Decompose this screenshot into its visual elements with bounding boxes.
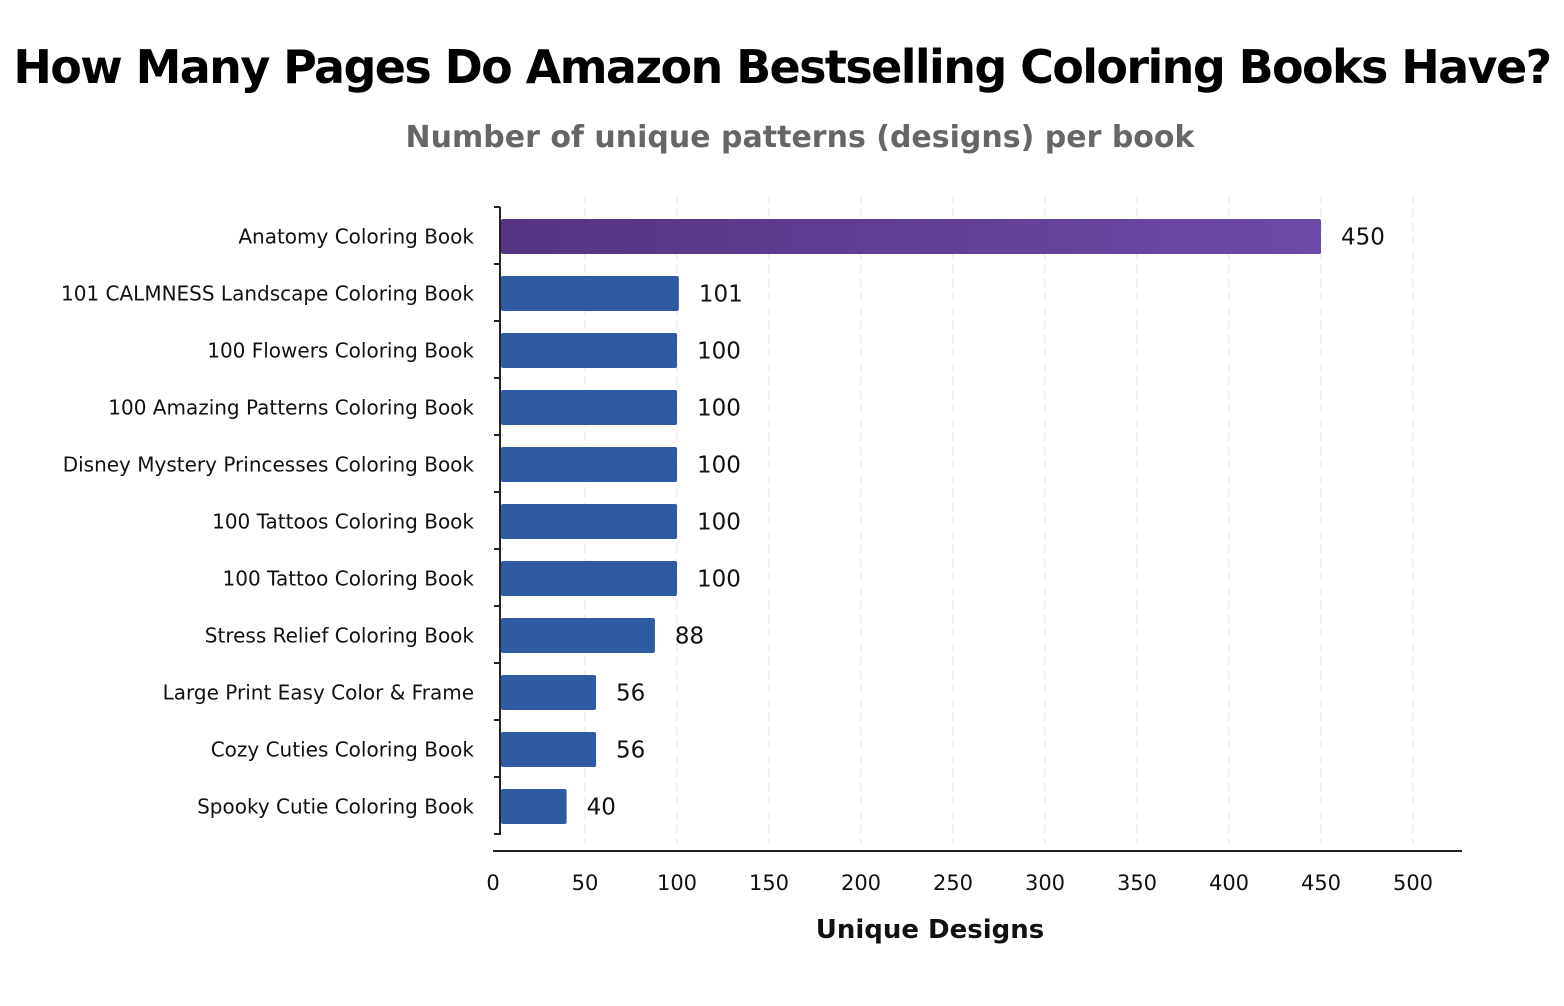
chart-subtitle: Number of unique patterns (designs) per … [405,120,1195,155]
x-tick-label: 500 [1393,871,1433,895]
bar [501,447,677,482]
value-label: 100 [697,510,741,536]
x-tick-label: 200 [841,871,881,895]
bars: Anatomy Coloring Book 450 101 CALMNESS Lan… [61,219,1385,824]
category-label: Cozy Cuties Coloring Book [211,738,475,762]
value-label: 56 [616,738,645,764]
axes: 0 50 100 150 200 250 300 350 400 450 500 [486,206,1462,895]
bar [501,333,677,368]
chart-title: How Many Pages Do Amazon Bestselling Col… [13,40,1552,94]
value-label: 450 [1341,225,1385,251]
bar [501,789,567,824]
x-tick-label: 400 [1209,871,1249,895]
value-label: 100 [697,396,741,422]
x-tick-label: 250 [933,871,973,895]
value-label: 101 [699,282,743,308]
x-tick-label: 0 [486,871,499,895]
x-tick-label: 350 [1117,871,1157,895]
bar [501,732,597,767]
x-tick-label: 150 [749,871,789,895]
value-label: 56 [616,681,645,707]
bar [501,561,677,596]
x-tick-label: 100 [657,871,697,895]
category-label: 100 Flowers Coloring Book [207,339,474,363]
category-label: 100 Amazing Patterns Coloring Book [108,396,474,420]
bar [501,276,679,311]
bar [501,219,1321,254]
bar [501,504,677,539]
category-label: Anatomy Coloring Book [238,225,474,249]
category-label: Stress Relief Coloring Book [205,624,475,648]
value-label: 88 [675,624,704,650]
value-label: 100 [697,339,741,365]
value-label: 40 [587,795,616,821]
x-tick-label: 50 [572,871,599,895]
category-label: Disney Mystery Princesses Coloring Book [63,453,475,477]
bar [501,390,677,425]
x-tick-label: 300 [1025,871,1065,895]
bar [501,618,655,653]
category-label: Large Print Easy Color & Frame [163,681,474,705]
category-label: Spooky Cutie Coloring Book [197,795,474,819]
bar [501,675,597,710]
category-label: 100 Tattoos Coloring Book [212,510,474,534]
value-label: 100 [697,567,741,593]
category-label: 100 Tattoo Coloring Book [223,567,475,591]
value-label: 100 [697,453,741,479]
category-label: 101 CALMNESS Landscape Coloring Book [61,282,474,306]
x-axis-title: Unique Designs [816,915,1045,945]
x-tick-label: 450 [1301,871,1341,895]
